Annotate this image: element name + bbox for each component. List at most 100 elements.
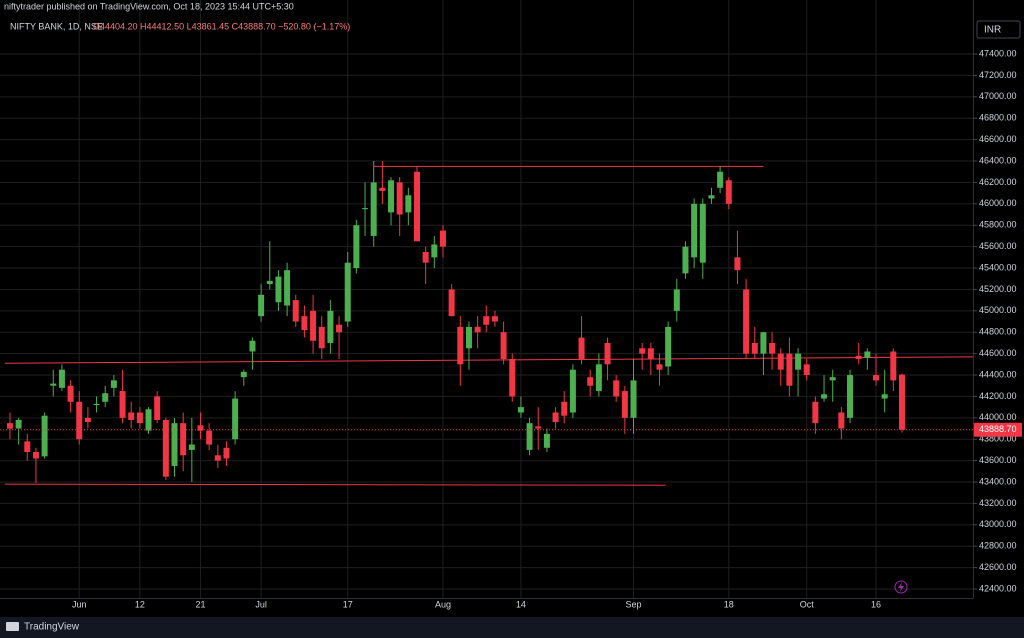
candle-body: [188, 444, 195, 450]
y-tick-label: 45000.00: [979, 305, 1017, 315]
marks: [0, 161, 974, 486]
candle-body: [795, 353, 802, 370]
candle-body: [171, 423, 178, 466]
y-tick-label: 44800.00: [979, 327, 1017, 337]
candle-body: [838, 412, 845, 429]
y-tick-label: 45400.00: [979, 262, 1017, 272]
candle-body: [647, 348, 654, 359]
candle-body: [431, 244, 438, 258]
y-tick-label: 43000.00: [979, 519, 1017, 529]
candle-body: [379, 187, 386, 191]
candle-body: [214, 455, 221, 461]
footer: TradingView: [24, 622, 80, 633]
x-tick-label: 17: [343, 599, 353, 609]
candle-body: [457, 326, 464, 365]
y-tick-label: 44400.00: [979, 369, 1017, 379]
candle-body: [439, 230, 446, 247]
alert-icon[interactable]: [894, 580, 908, 594]
candle-body: [821, 394, 828, 399]
candle-body: [206, 430, 213, 445]
y-tick-label: 43800.00: [979, 434, 1017, 444]
candle-body: [102, 393, 109, 402]
candle-body: [743, 289, 750, 354]
footer-logo: [6, 622, 19, 631]
candle-body: [232, 398, 239, 440]
x-tick-label: 21: [195, 599, 205, 609]
candle-body: [414, 171, 420, 242]
y-tick-label: 45200.00: [979, 284, 1017, 294]
candle-body: [223, 447, 230, 459]
y-tick-label: 44600.00: [979, 348, 1017, 358]
candle-body: [15, 419, 22, 429]
candle-body: [422, 251, 429, 263]
x-tick-label: Aug: [435, 599, 451, 609]
candle-body: [396, 182, 403, 215]
candle-body: [543, 433, 550, 448]
y-tick-label: 47000.00: [979, 91, 1017, 101]
candle-body: [526, 423, 533, 450]
candle-body: [812, 401, 819, 424]
candle-body: [128, 412, 135, 420]
candle-body: [708, 195, 715, 199]
candle-body: [630, 380, 637, 418]
y-tick-label: 42400.00: [979, 583, 1017, 593]
candle-body: [76, 401, 83, 440]
candle-body: [682, 246, 689, 274]
x-tick-label: 16: [871, 599, 881, 609]
candle-body: [769, 342, 776, 354]
y-tick-label: 42800.00: [979, 541, 1017, 551]
y-tick-label: 42600.00: [979, 562, 1017, 572]
candle-body: [24, 441, 31, 453]
ohlc: O44404.20 H44412.50 L43861.45 C43888.70 …: [93, 21, 350, 31]
candle-body: [362, 208, 369, 210]
candle-body: [162, 419, 169, 477]
candle-body: [67, 385, 74, 402]
y-tick-label: 44000.00: [979, 412, 1017, 422]
currency-box: [976, 20, 1021, 39]
alert-icon-bolt: [898, 582, 904, 592]
last-price-label: 43888.70: [979, 424, 1017, 434]
candle-body: [656, 364, 663, 370]
trend-line: [4, 356, 974, 364]
candle-body: [898, 374, 905, 430]
candle-body: [136, 412, 143, 424]
x-tick-label: Oct: [800, 599, 815, 609]
candle-body: [803, 364, 810, 376]
candle-body: [500, 332, 507, 359]
candle-body: [353, 225, 360, 269]
x-tick-label: 12: [135, 599, 145, 609]
candle-body: [699, 203, 706, 263]
candle-body: [266, 280, 273, 285]
candle-body: [864, 351, 871, 358]
header: niftytrader published on TradingView.com…: [4, 1, 294, 11]
candle-body: [561, 401, 568, 416]
x-tick-label: Jun: [72, 599, 87, 609]
candle-body: [284, 270, 291, 306]
candle-body: [613, 380, 620, 397]
trend-line: [4, 483, 666, 486]
y-tick-label: 45600.00: [979, 241, 1017, 251]
candle-body: [292, 300, 299, 322]
candle-body: [249, 340, 256, 352]
candle-body: [639, 348, 646, 354]
candle-body: [491, 316, 498, 322]
candle-body: [587, 377, 594, 386]
candle-body: [734, 257, 741, 271]
y-tick-label: 43200.00: [979, 498, 1017, 508]
candle-body: [881, 394, 888, 399]
candle-body: [465, 326, 472, 349]
candle-body: [388, 180, 395, 213]
candle-body: [154, 396, 161, 420]
candle-body: [405, 195, 412, 213]
candle-body: [717, 171, 724, 188]
candle-body: [751, 342, 758, 354]
candle-body: [691, 203, 698, 258]
x-tick-label: Sep: [626, 599, 642, 609]
candle-body: [673, 289, 680, 311]
candle-body: [569, 369, 576, 413]
y-tick-label: 46600.00: [979, 134, 1017, 144]
candle-body: [760, 332, 767, 354]
